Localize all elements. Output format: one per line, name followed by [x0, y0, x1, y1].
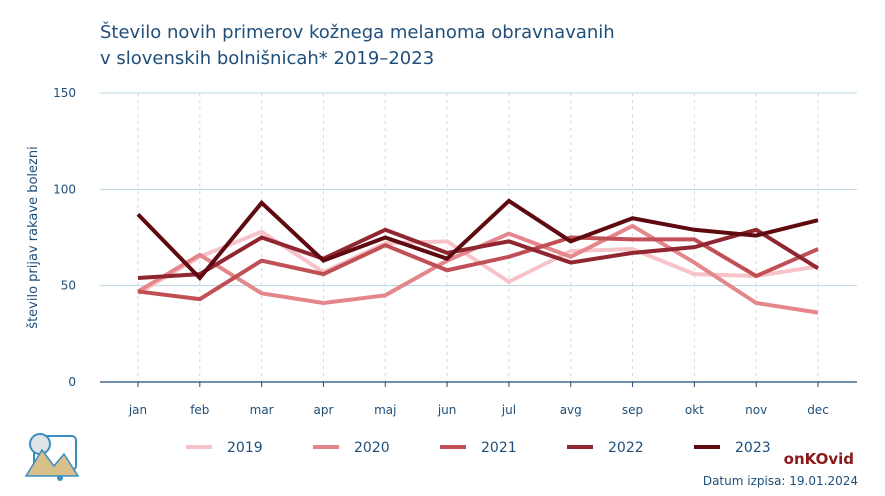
- x-tick-label: jul: [501, 403, 516, 417]
- legend-label-2023: 2023: [735, 440, 771, 456]
- y-axis-title: število prijav rakave bolezni: [26, 146, 41, 328]
- legend-label-2022: 2022: [608, 440, 644, 456]
- x-tick-label: mar: [250, 403, 274, 417]
- x-tick-label: sep: [622, 403, 643, 417]
- legend-label-2019: 2019: [227, 440, 263, 456]
- y-tick-label: 150: [53, 86, 76, 100]
- y-tick-label: 100: [53, 182, 76, 196]
- x-tick-label: maj: [374, 403, 396, 417]
- x-tick-label: nov: [745, 403, 767, 417]
- chart-title-line1: Število novih primerov kožnega melanoma …: [100, 22, 615, 43]
- x-tick-label: avg: [560, 403, 582, 417]
- chart-title: Število novih primerov kožnega melanoma …: [100, 20, 615, 72]
- series-line-2022: [137, 227, 820, 280]
- brand-label: onKOvid: [783, 450, 854, 468]
- x-tick-label: jan: [128, 403, 147, 417]
- onkovid-logo-icon: [24, 433, 80, 481]
- legend-label-2021: 2021: [481, 440, 517, 456]
- print-date: Datum izpisa: 19.01.2024: [702, 474, 858, 488]
- y-tick-label: 0: [68, 375, 76, 389]
- legend-label-2020: 2020: [354, 440, 390, 456]
- x-tick-label: apr: [314, 403, 334, 417]
- chart-title-line2: v slovenskih bolnišnicah* 2019–2023: [100, 48, 435, 69]
- x-tick-label: feb: [190, 403, 209, 417]
- x-tick-label: jun: [437, 403, 457, 417]
- series-line-2023: [136, 198, 819, 281]
- y-tick-label: 50: [61, 279, 76, 293]
- x-tick-label: okt: [685, 403, 704, 417]
- x-tick-label: dec: [807, 403, 829, 417]
